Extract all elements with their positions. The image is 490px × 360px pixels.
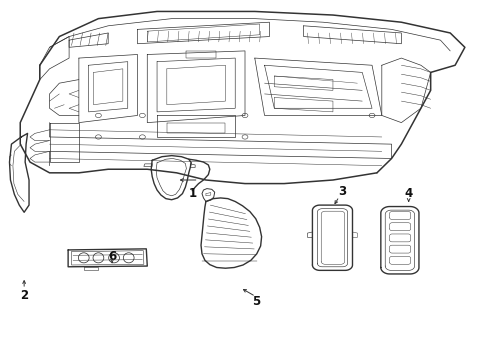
Text: 5: 5 <box>252 295 260 308</box>
Text: 6: 6 <box>108 249 116 262</box>
Text: 2: 2 <box>20 289 28 302</box>
Text: 4: 4 <box>405 187 413 200</box>
Text: 1: 1 <box>189 187 197 200</box>
Text: 3: 3 <box>339 185 347 198</box>
